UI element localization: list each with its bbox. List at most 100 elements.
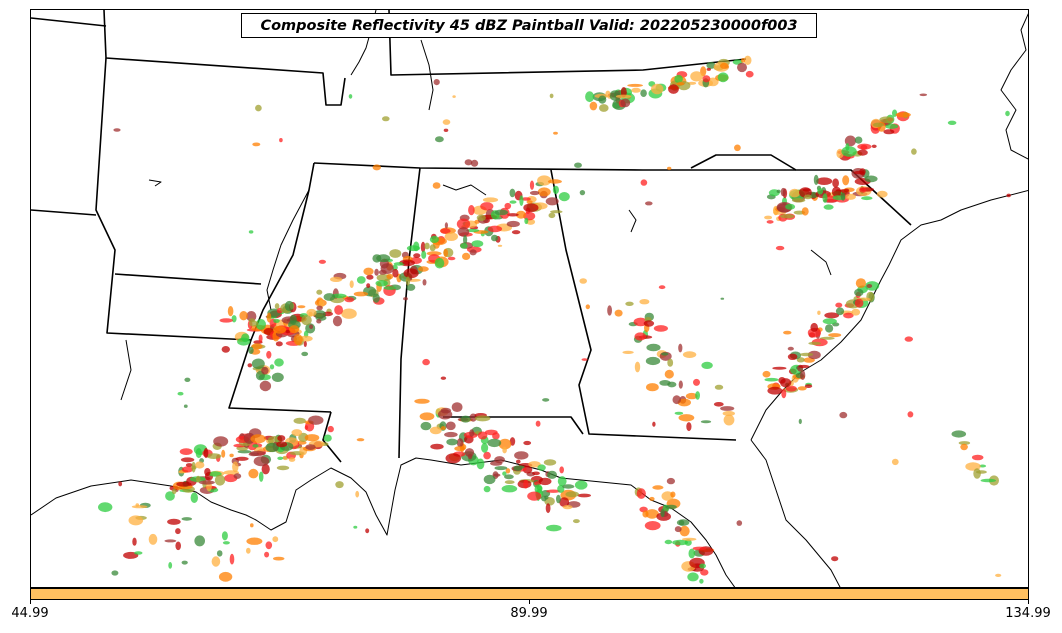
reflectivity-blob bbox=[221, 346, 230, 353]
reflectivity-blob bbox=[380, 263, 394, 274]
reflectivity-blob bbox=[667, 381, 677, 388]
reflectivity-blob bbox=[446, 438, 458, 446]
border-line bbox=[398, 167, 421, 459]
reflectivity-blob bbox=[658, 285, 666, 290]
reflectivity-blob bbox=[781, 388, 787, 399]
reflectivity-blob bbox=[854, 288, 864, 297]
reflectivity-blob bbox=[513, 465, 523, 471]
reflectivity-blob bbox=[303, 341, 307, 347]
reflectivity-blob bbox=[670, 491, 676, 498]
reflectivity-blob bbox=[565, 491, 579, 498]
reflectivity-blob bbox=[435, 136, 444, 143]
reflectivity-blob bbox=[810, 322, 818, 332]
reflectivity-blob bbox=[524, 217, 529, 225]
reflectivity-blob bbox=[222, 541, 230, 545]
reflectivity-blob bbox=[306, 308, 317, 317]
reflectivity-blob bbox=[456, 438, 464, 448]
reflectivity-blob bbox=[783, 330, 792, 335]
reflectivity-blob bbox=[491, 234, 498, 242]
coast-line bbox=[750, 439, 841, 587]
reflectivity-blob bbox=[372, 293, 380, 303]
reflectivity-blob bbox=[487, 225, 503, 233]
reflectivity-blob bbox=[676, 82, 685, 86]
reflectivity-blob bbox=[132, 537, 137, 546]
reflectivity-blob bbox=[213, 436, 229, 447]
reflectivity-blob bbox=[266, 350, 272, 359]
reflectivity-blob bbox=[817, 188, 824, 195]
reflectivity-blob bbox=[476, 214, 486, 222]
reflectivity-blob bbox=[851, 308, 861, 316]
reflectivity-blob bbox=[543, 459, 557, 466]
reflectivity-blob bbox=[482, 197, 499, 203]
reflectivity-blob bbox=[456, 218, 471, 230]
reflectivity-blob bbox=[734, 144, 741, 152]
reflectivity-blob bbox=[672, 539, 688, 546]
reflectivity-blob bbox=[958, 441, 971, 445]
reflectivity-blob bbox=[523, 479, 529, 489]
reflectivity-blob bbox=[323, 293, 336, 301]
reflectivity-blob bbox=[272, 556, 285, 561]
reflectivity-blob bbox=[904, 336, 913, 342]
reflectivity-blob bbox=[785, 203, 796, 210]
reflectivity-blob bbox=[660, 508, 665, 518]
reflectivity-blob bbox=[464, 159, 473, 166]
reflectivity-blob bbox=[316, 289, 323, 295]
reflectivity-blob bbox=[445, 453, 462, 464]
reflectivity-blob bbox=[700, 420, 712, 424]
reflectivity-blob bbox=[828, 333, 842, 338]
reflectivity-blob bbox=[285, 329, 291, 334]
reflectivity-blob bbox=[649, 496, 655, 501]
reflectivity-blob bbox=[789, 188, 800, 198]
reflectivity-blob bbox=[424, 242, 430, 250]
reflectivity-blob bbox=[445, 421, 456, 431]
reflectivity-blob bbox=[975, 470, 987, 474]
reflectivity-blob bbox=[293, 334, 303, 346]
reflectivity-blob bbox=[433, 79, 440, 86]
reflectivity-blob bbox=[426, 251, 442, 256]
reflectivity-blob bbox=[493, 473, 501, 477]
reflectivity-blob bbox=[429, 244, 436, 252]
reflectivity-blob bbox=[607, 305, 612, 316]
reflectivity-blob bbox=[713, 402, 724, 407]
reflectivity-blob bbox=[808, 341, 821, 345]
reflectivity-blob bbox=[255, 104, 262, 112]
reflectivity-blob bbox=[406, 283, 416, 291]
reflectivity-blob bbox=[277, 435, 286, 442]
reflectivity-blob bbox=[454, 446, 466, 452]
reflectivity-blob bbox=[494, 209, 509, 216]
reflectivity-blob bbox=[393, 262, 405, 266]
reflectivity-blob bbox=[579, 278, 587, 284]
reflectivity-blob bbox=[366, 274, 374, 280]
reflectivity-blob bbox=[519, 195, 524, 207]
reflectivity-blob bbox=[175, 541, 181, 551]
reflectivity-blob bbox=[452, 95, 456, 98]
reflectivity-blob bbox=[252, 444, 259, 448]
reflectivity-blob bbox=[484, 429, 498, 436]
reflectivity-blob bbox=[301, 315, 312, 326]
reflectivity-blob bbox=[429, 426, 442, 435]
reflectivity-blob bbox=[250, 523, 254, 528]
reflectivity-blob bbox=[854, 298, 864, 308]
reflectivity-blob bbox=[813, 174, 819, 185]
reflectivity-blob bbox=[843, 188, 850, 193]
reflectivity-blob bbox=[907, 411, 914, 418]
reflectivity-blob bbox=[737, 62, 747, 73]
reflectivity-blob bbox=[204, 468, 211, 476]
reflectivity-blob bbox=[214, 474, 226, 486]
reflectivity-blob bbox=[235, 456, 249, 461]
reflectivity-blob bbox=[527, 491, 542, 501]
reflectivity-blob bbox=[111, 570, 119, 576]
reflectivity-blob bbox=[237, 337, 251, 346]
reflectivity-blob bbox=[548, 212, 556, 219]
reflectivity-blob bbox=[559, 497, 570, 507]
reflectivity-blob bbox=[372, 164, 381, 171]
reflectivity-blob bbox=[275, 341, 283, 347]
reflectivity-blob bbox=[419, 412, 435, 421]
reflectivity-blob bbox=[356, 438, 365, 442]
reflectivity-blob bbox=[366, 283, 371, 288]
reflectivity-blob bbox=[876, 190, 888, 198]
reflectivity-blob bbox=[179, 448, 193, 455]
reflectivity-blob bbox=[298, 432, 309, 442]
reflectivity-blob bbox=[599, 104, 609, 112]
reflectivity-blob bbox=[297, 305, 306, 309]
